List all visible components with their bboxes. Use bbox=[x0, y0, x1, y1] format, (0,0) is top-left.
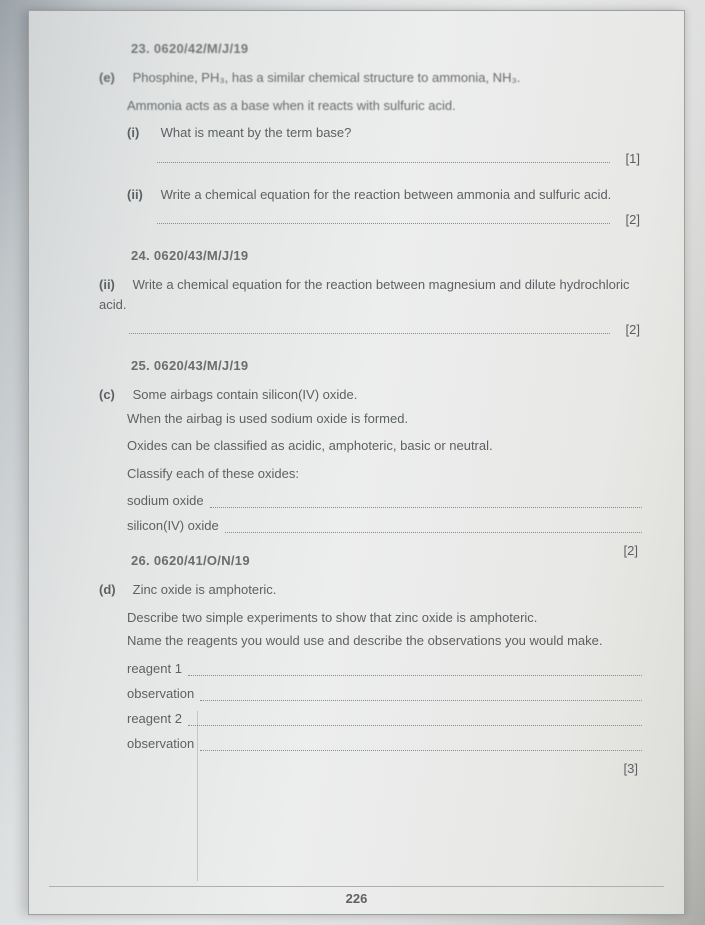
sub-label-ii: (ii) bbox=[99, 275, 129, 295]
q26-r2-label: reagent 2 bbox=[127, 711, 182, 726]
q25-c-text3: Oxides can be classified as acidic, amph… bbox=[127, 436, 642, 456]
q25-c-text4: Classify each of these oxides: bbox=[127, 464, 642, 484]
part-label-c: (c) bbox=[99, 385, 129, 405]
q25-c-text2: When the airbag is used sodium oxide is … bbox=[127, 409, 642, 429]
answer-line[interactable] bbox=[129, 322, 610, 334]
q23-i-answer-row: [1] bbox=[99, 151, 642, 167]
answer-line[interactable] bbox=[188, 714, 642, 726]
answer-line[interactable] bbox=[200, 689, 642, 701]
answer-line[interactable] bbox=[200, 739, 642, 751]
q26-d-text3: Name the reagents you would use and desc… bbox=[127, 631, 642, 651]
q23-ii: (ii) Write a chemical equation for the r… bbox=[127, 185, 642, 205]
q25-sodium-label: sodium oxide bbox=[127, 493, 204, 508]
sub-label-i: (i) bbox=[127, 123, 157, 143]
q26-reagent1-row: reagent 1 bbox=[127, 661, 642, 676]
margin-crease bbox=[197, 711, 198, 881]
q23-ii-answer-row: [2] bbox=[99, 212, 642, 228]
answer-line[interactable] bbox=[210, 496, 642, 508]
q23-i: (i) What is meant by the term base? bbox=[127, 123, 642, 143]
q24-ii: (ii) Write a chemical equation for the r… bbox=[99, 275, 642, 314]
q25-silicon-row: silicon(IV) oxide bbox=[127, 518, 642, 533]
q23-header: 23. 0620/42/M/J/19 bbox=[131, 41, 642, 56]
q24-ii-answer-row: [2] bbox=[99, 322, 642, 338]
q24-ii-mark: [2] bbox=[626, 322, 640, 337]
q23-i-text: What is meant by the term base? bbox=[161, 125, 352, 140]
page-number: 226 bbox=[49, 886, 664, 906]
answer-line[interactable] bbox=[188, 664, 642, 676]
q24-ii-text: Write a chemical equation for the reacti… bbox=[99, 277, 630, 312]
sub-label-ii: (ii) bbox=[127, 185, 157, 205]
answer-line[interactable] bbox=[157, 212, 610, 224]
q24-header: 24. 0620/43/M/J/19 bbox=[131, 248, 642, 263]
q23-i-mark: [1] bbox=[626, 151, 640, 166]
q23-ii-text: Write a chemical equation for the reacti… bbox=[161, 187, 612, 202]
q26-d-text2: Describe two simple experiments to show … bbox=[127, 608, 642, 628]
part-label-d: (d) bbox=[99, 580, 129, 600]
q26-o2-label: observation bbox=[127, 736, 194, 751]
q25-silicon-label: silicon(IV) oxide bbox=[127, 518, 219, 533]
q26-r1-label: reagent 1 bbox=[127, 661, 182, 676]
q23-e-text1: Phosphine, PH₃, has a similar chemical s… bbox=[133, 70, 521, 85]
q26-header: 26. 0620/41/O/N/19 bbox=[131, 553, 642, 568]
q23-e-text2: Ammonia acts as a base when it reacts wi… bbox=[127, 96, 642, 116]
q23-ii-mark: [2] bbox=[626, 212, 640, 227]
q25-c-text1: Some airbags contain silicon(IV) oxide. bbox=[133, 387, 358, 402]
answer-line[interactable] bbox=[225, 521, 642, 533]
q26-reagent2-row: reagent 2 bbox=[127, 711, 642, 726]
q25-c: (c) Some airbags contain silicon(IV) oxi… bbox=[99, 385, 642, 405]
q25-header: 25. 0620/43/M/J/19 bbox=[131, 358, 642, 373]
q25-sodium-row: sodium oxide bbox=[127, 493, 642, 508]
q26-o1-label: observation bbox=[127, 686, 194, 701]
q26-d-text1: Zinc oxide is amphoteric. bbox=[133, 582, 277, 597]
worksheet-page: 23. 0620/42/M/J/19 (e) Phosphine, PH₃, h… bbox=[28, 10, 685, 915]
part-label-e: (e) bbox=[99, 68, 129, 88]
q26-mark: [3] bbox=[624, 759, 638, 779]
q23-e-intro: (e) Phosphine, PH₃, has a similar chemic… bbox=[99, 68, 642, 88]
q26-obs2-row: observation bbox=[127, 736, 642, 751]
q26-d: (d) Zinc oxide is amphoteric. bbox=[99, 580, 642, 600]
q25-mark: [2] bbox=[624, 541, 638, 561]
answer-line[interactable] bbox=[157, 151, 610, 163]
q26-obs1-row: observation bbox=[127, 686, 642, 701]
